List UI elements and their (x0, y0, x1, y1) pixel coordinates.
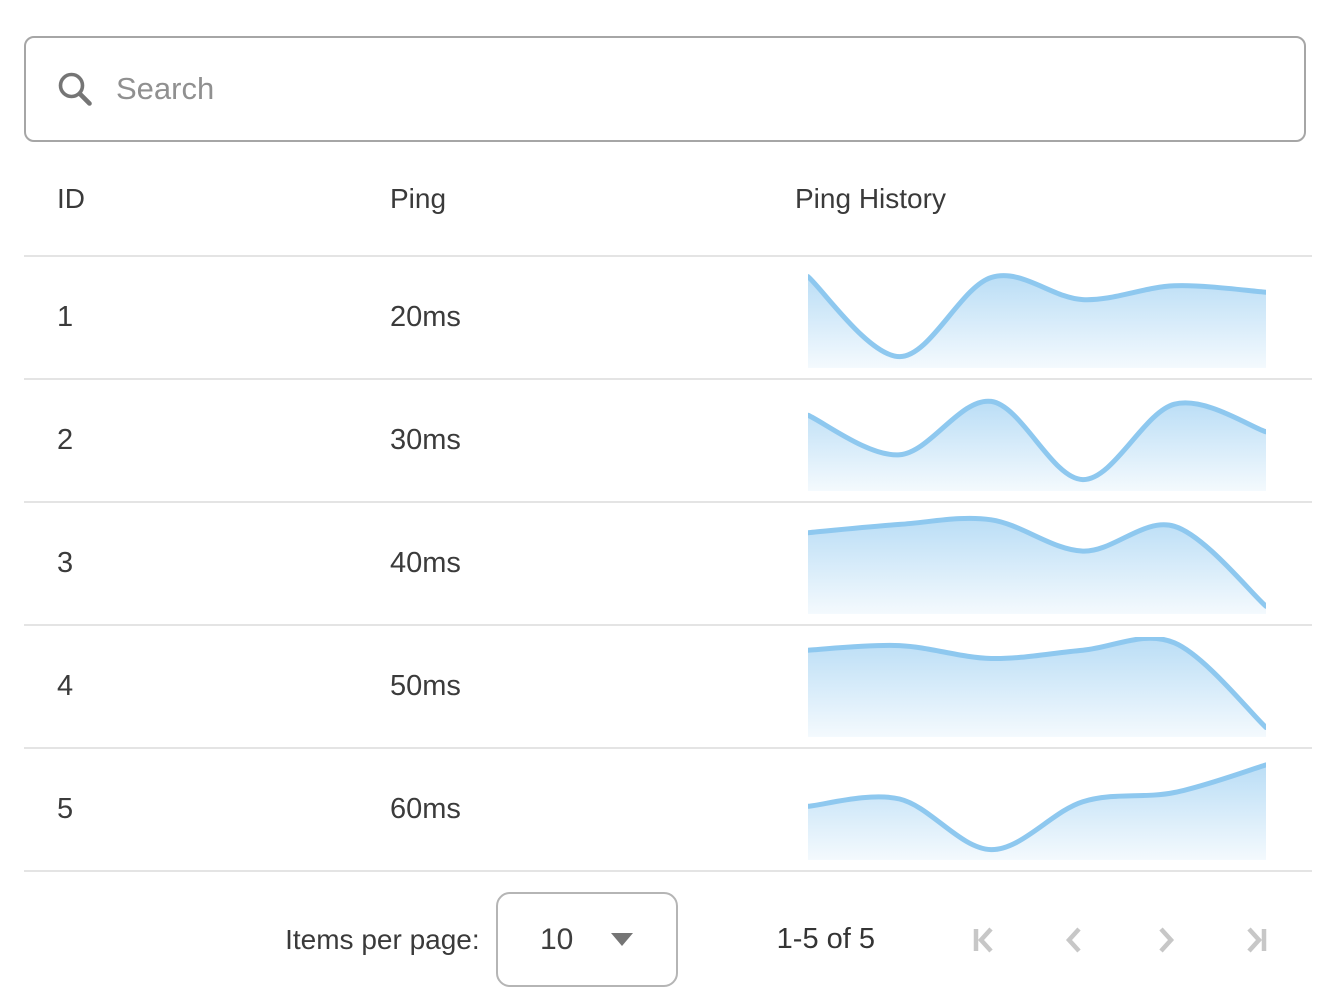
id-cell: 1 (57, 301, 74, 333)
ping-cell: 20ms (390, 301, 461, 333)
ping-history-cell (762, 760, 1312, 860)
items-per-page-label: Items per page: (285, 923, 480, 955)
table-row[interactable]: 3 40ms (24, 503, 1312, 626)
table-row[interactable]: 4 50ms (24, 626, 1312, 749)
page-size-value: 10 (539, 922, 574, 956)
table-row[interactable]: 2 30ms (24, 380, 1312, 503)
ping-cell: 40ms (390, 547, 461, 579)
first-page-icon (973, 926, 993, 953)
ping-cell: 30ms (390, 424, 461, 456)
column-header-id: ID (57, 182, 85, 214)
chevron-down-icon (611, 933, 634, 946)
range-label: 1-5 of 5 (776, 923, 875, 955)
ping-history-sparkline (808, 272, 1266, 368)
ping-history-cell (762, 636, 1312, 737)
column-header-ping: Ping (390, 182, 447, 214)
page-size-select[interactable]: 10 (495, 892, 678, 987)
id-cell: 4 (57, 670, 74, 702)
id-cell: 2 (57, 424, 74, 456)
ping-table: ID Ping Ping History 1 20ms 2 30ms 3 40m… (24, 142, 1312, 872)
previous-page-button[interactable] (1051, 916, 1099, 964)
last-page-icon (1247, 926, 1267, 953)
id-cell: 3 (57, 547, 74, 579)
id-cell: 5 (57, 793, 74, 825)
table-row[interactable]: 1 20ms (24, 257, 1312, 380)
column-header-ping-history: Ping History (795, 182, 946, 214)
chevron-right-icon (1159, 926, 1175, 953)
search-input[interactable] (116, 71, 1274, 107)
ping-history-sparkline (808, 398, 1266, 491)
ping-history-cell (762, 391, 1312, 491)
ping-history-sparkline (808, 515, 1266, 614)
table-header-row: ID Ping Ping History (24, 142, 1312, 257)
search-icon (58, 72, 92, 106)
ping-history-sparkline (808, 636, 1266, 737)
ping-cell: 50ms (390, 670, 461, 702)
next-page-button[interactable] (1141, 916, 1189, 964)
ping-history-cell (762, 268, 1312, 368)
paginator: Items per page: 10 1-5 of 5 (0, 872, 1330, 1007)
last-page-button[interactable] (1231, 916, 1279, 964)
search-field[interactable] (24, 36, 1306, 142)
ping-history-cell (762, 514, 1312, 614)
chevron-left-icon (1065, 926, 1081, 953)
paginator-nav (961, 916, 1279, 964)
first-page-button[interactable] (961, 916, 1009, 964)
table-row[interactable]: 5 60ms (24, 749, 1312, 872)
ping-cell: 60ms (390, 793, 461, 825)
ping-history-sparkline (808, 761, 1266, 860)
